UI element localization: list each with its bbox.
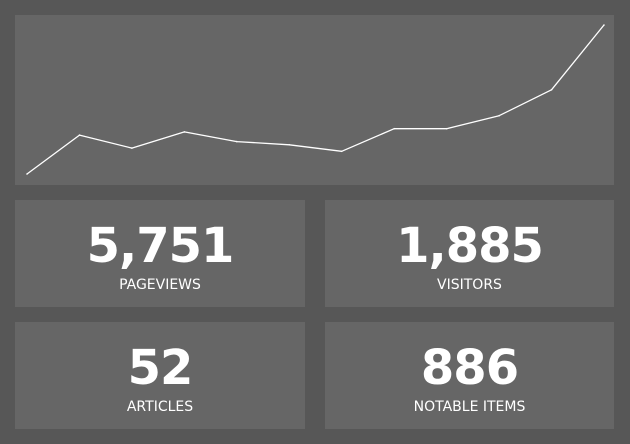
articles-value: 52 (127, 340, 194, 396)
pageviews-series-line (26, 24, 605, 175)
data-point-5 (288, 144, 291, 146)
data-point-3 (183, 131, 186, 133)
line-chart-svg (26, 24, 605, 175)
stat-card-pageviews: 5,751 PAGEVIEWS (15, 200, 305, 307)
data-point-9 (498, 114, 500, 117)
notable-items-label: NOTABLE ITEMS (413, 399, 526, 415)
pageviews-trend-chart (15, 15, 614, 185)
data-point-8 (445, 127, 448, 130)
pageviews-label: PAGEVIEWS (119, 277, 201, 293)
data-point-7 (393, 127, 396, 130)
data-point-10 (550, 89, 553, 91)
data-point-0 (26, 173, 28, 175)
visitors-label: VISITORS (437, 277, 502, 293)
stat-card-articles: 52 ARTICLES (15, 322, 305, 429)
stat-card-visitors: 1,885 VISITORS (325, 200, 614, 307)
data-point-1 (78, 134, 81, 136)
data-point-6 (340, 150, 343, 153)
data-point-11 (603, 24, 605, 26)
articles-label: ARTICLES (126, 399, 194, 415)
data-point-2 (131, 147, 133, 149)
visitors-value: 1,885 (396, 218, 544, 274)
data-point-4 (236, 140, 238, 143)
pageviews-value: 5,751 (86, 218, 235, 274)
notable-items-value: 886 (420, 340, 519, 396)
stat-card-notable-items: 886 NOTABLE ITEMS (325, 322, 614, 429)
